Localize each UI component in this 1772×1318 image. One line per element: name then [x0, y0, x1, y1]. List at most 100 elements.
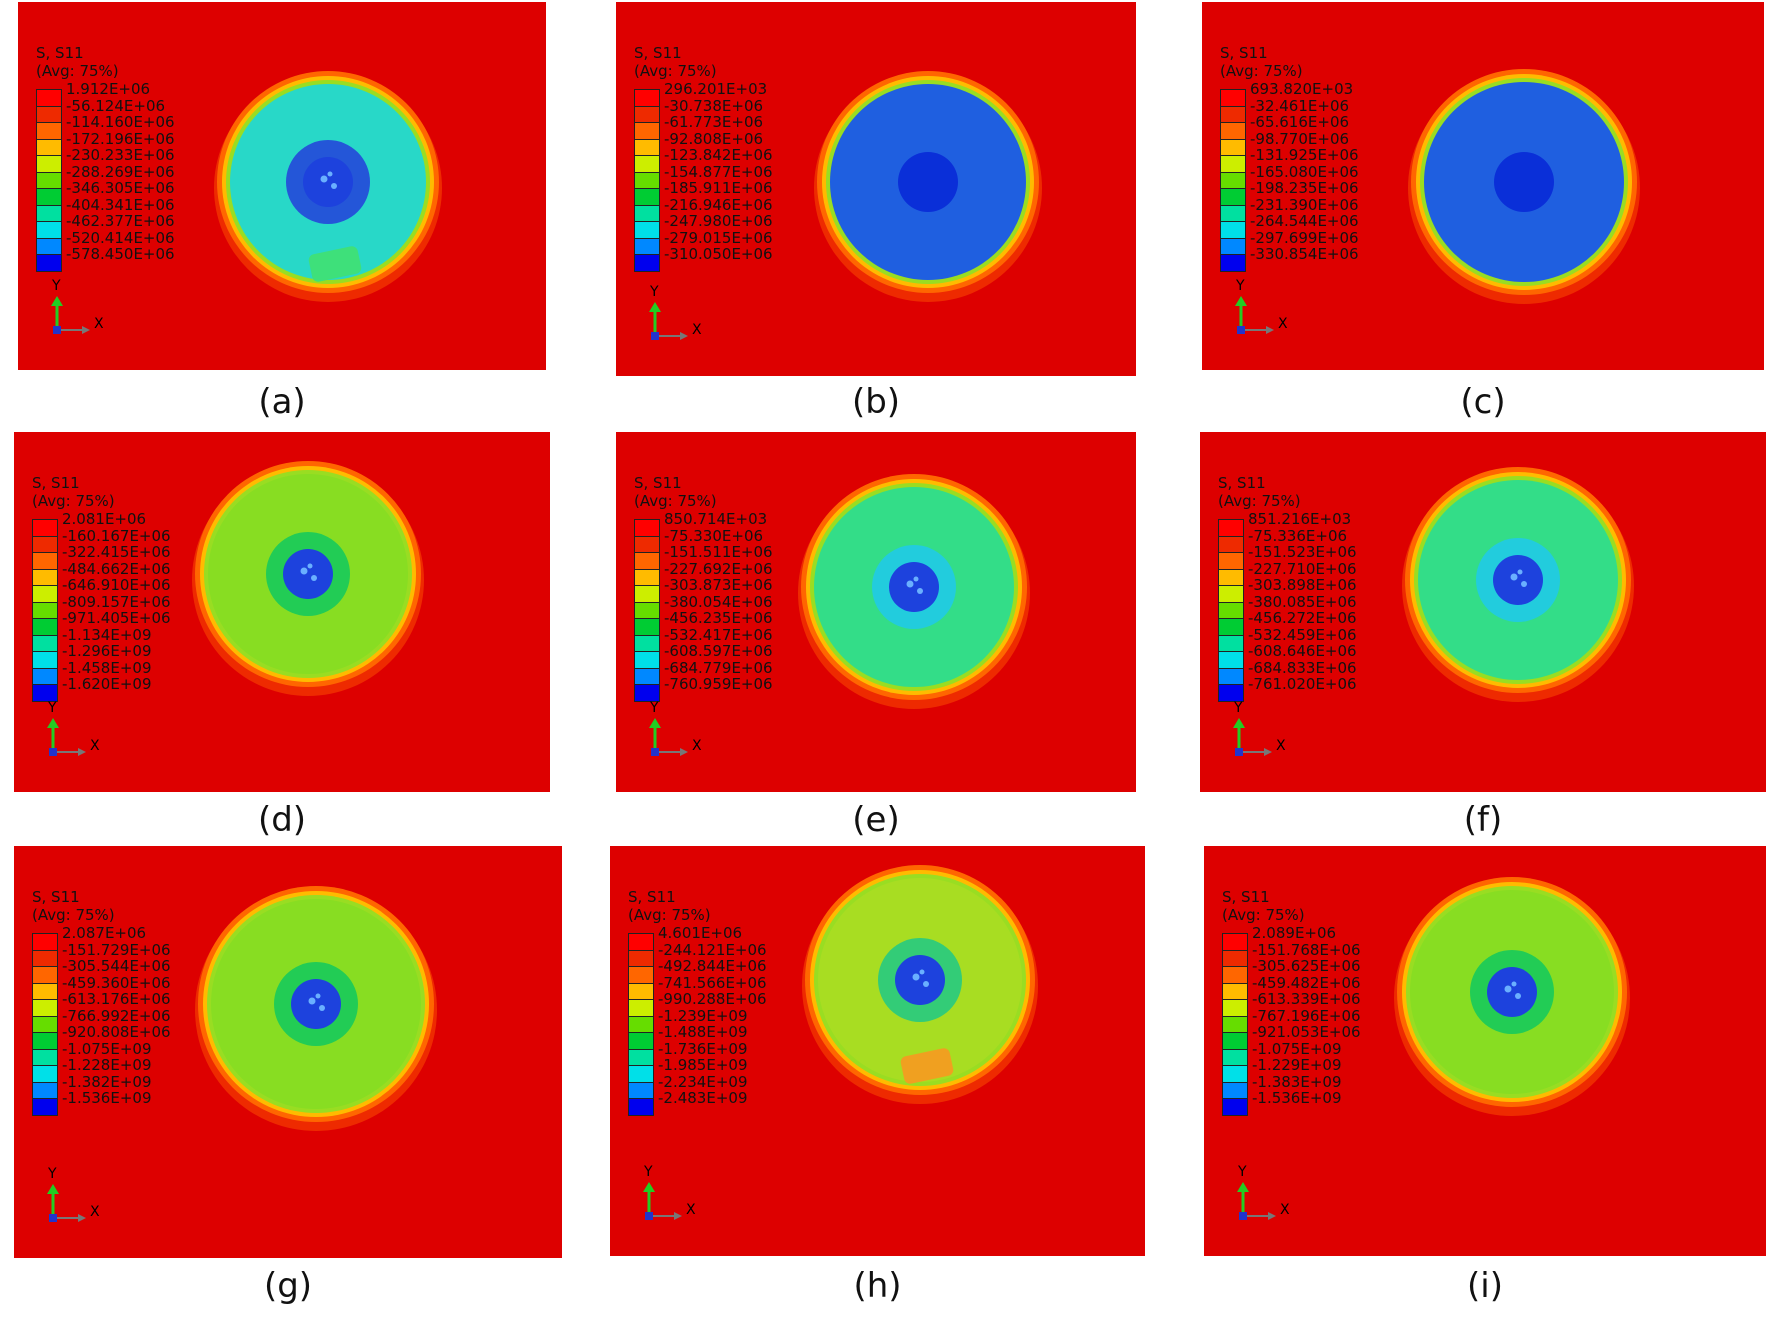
legend-averaging: (Avg: 75%) [36, 62, 119, 80]
legend-swatch [628, 1065, 654, 1083]
legend-averaging: (Avg: 75%) [628, 906, 711, 924]
core-speck [307, 563, 313, 569]
legend-swatch [1218, 568, 1244, 586]
legend-averaging: (Avg: 75%) [634, 62, 717, 80]
legend-swatch [634, 254, 660, 272]
y-arrowhead [1235, 296, 1247, 306]
axis-arrows [1237, 1182, 1276, 1220]
legend-swatch [36, 254, 62, 272]
legend-value: -1.296E+09 [62, 642, 152, 660]
legend-swatch [1222, 999, 1248, 1017]
legend-value: -1.134E+09 [62, 625, 152, 644]
core-speck [300, 567, 308, 575]
legend-value: -684.833E+06 [1248, 658, 1357, 677]
legend-value: -767.196E+06 [1252, 1006, 1361, 1025]
legend-value: -380.054E+06 [664, 592, 773, 611]
legend-value: 296.201E+03 [664, 80, 768, 98]
legend-value: 851.216E+03 [1248, 510, 1352, 528]
legend-value: -456.235E+06 [664, 609, 773, 627]
panel-caption: (a) [258, 382, 306, 422]
core-speck [327, 171, 333, 177]
legend-title: S, S11 [1222, 888, 1270, 906]
legend-value: 1.912E+06 [66, 80, 151, 98]
legend-swatch [32, 667, 58, 685]
core-speck [1515, 993, 1521, 999]
center-core [283, 549, 333, 599]
panel-caption: (f) [1463, 800, 1503, 840]
legend-swatch [634, 155, 660, 173]
legend-value: -297.699E+06 [1250, 228, 1359, 247]
core-speck [917, 588, 923, 594]
legend-value: 4.601E+06 [658, 924, 743, 942]
z-axis-marker [651, 332, 659, 340]
legend-value: 693.820E+03 [1250, 80, 1354, 98]
legend-swatch [32, 966, 58, 984]
axis-y-label: Y [48, 700, 57, 716]
legend-value: -288.269E+06 [66, 162, 175, 181]
legend-value: -165.080E+06 [1250, 162, 1359, 181]
legend-swatch [32, 1032, 58, 1050]
legend-title: S, S11 [36, 44, 84, 62]
legend-swatch [1220, 138, 1246, 156]
legend-value: 850.714E+03 [664, 510, 768, 528]
legend-swatch [1222, 1098, 1248, 1116]
legend-swatch [634, 89, 660, 107]
x-arrowhead [680, 332, 688, 340]
contour-legend: S, S11 (Avg: 75%) 850.714E+03 -75.330E+06 -1… [634, 474, 814, 702]
axis-x-label: X [686, 1202, 696, 1218]
legend-value: -380.085E+06 [1248, 592, 1357, 611]
contour-panel-3: S, S11 (Avg: 75%) 693.820E+03 -32.461E+06 -6… [1202, 2, 1764, 370]
legend-value: 2.087E+06 [62, 924, 147, 942]
contour-panel-4: S, S11 (Avg: 75%) 2.081E+06 -160.167E+06 -32… [14, 432, 550, 792]
contour-legend: S, S11 (Avg: 75%) 693.820E+03 -32.461E+06 -6… [1220, 44, 1400, 272]
legend-swatch [36, 138, 62, 156]
contour-legend: S, S11 (Avg: 75%) 296.201E+03 -30.738E+06 -6… [634, 44, 814, 272]
legend-value: -404.341E+06 [66, 195, 175, 214]
legend-swatch [36, 171, 62, 189]
legend-value: -1.383E+09 [1252, 1072, 1342, 1091]
legend-value: -1.736E+09 [658, 1039, 748, 1058]
legend-title: S, S11 [1220, 44, 1268, 62]
legend-swatch [32, 535, 58, 553]
legend-swatch [32, 1015, 58, 1033]
legend-value: -578.450E+06 [66, 245, 175, 263]
legend-value: -492.844E+06 [658, 957, 767, 975]
legend-swatch [32, 1065, 58, 1083]
legend-value: -920.808E+06 [62, 1023, 171, 1041]
legend-swatch [628, 982, 654, 1000]
center-core [889, 562, 939, 612]
legend-value: -305.544E+06 [62, 957, 171, 975]
legend-value: -459.482E+06 [1252, 973, 1361, 992]
legend-averaging: (Avg: 75%) [1222, 906, 1305, 924]
core-speck [311, 575, 317, 581]
core-speck [308, 997, 316, 1005]
legend-swatch [634, 122, 660, 140]
contour-legend: S, S11 (Avg: 75%) 851.216E+03 -75.336E+06 -1… [1218, 474, 1398, 702]
legend-swatch [628, 1098, 654, 1116]
legend-value: -279.015E+06 [664, 228, 773, 247]
core-speck [919, 969, 925, 975]
legend-value: -1.075E+09 [1252, 1039, 1342, 1058]
legend-value: -1.075E+09 [62, 1039, 152, 1058]
legend-value: -92.808E+06 [664, 129, 764, 148]
legend-swatch [1218, 519, 1244, 537]
axis-arrows [649, 302, 688, 340]
legend-swatch [32, 568, 58, 586]
legend-value: -990.288E+06 [658, 990, 767, 1008]
legend-swatch [1220, 89, 1246, 107]
legend-value: -459.360E+06 [62, 973, 171, 992]
legend-value: -98.770E+06 [1250, 129, 1350, 148]
center-core [291, 979, 341, 1029]
legend-value: -809.157E+06 [62, 592, 171, 611]
axis-y-label: Y [52, 278, 61, 294]
legend-swatch [36, 105, 62, 123]
axis-arrows [1235, 296, 1274, 334]
legend-swatch [32, 519, 58, 537]
legend-title: S, S11 [634, 474, 682, 492]
legend-value: -303.873E+06 [664, 576, 773, 594]
